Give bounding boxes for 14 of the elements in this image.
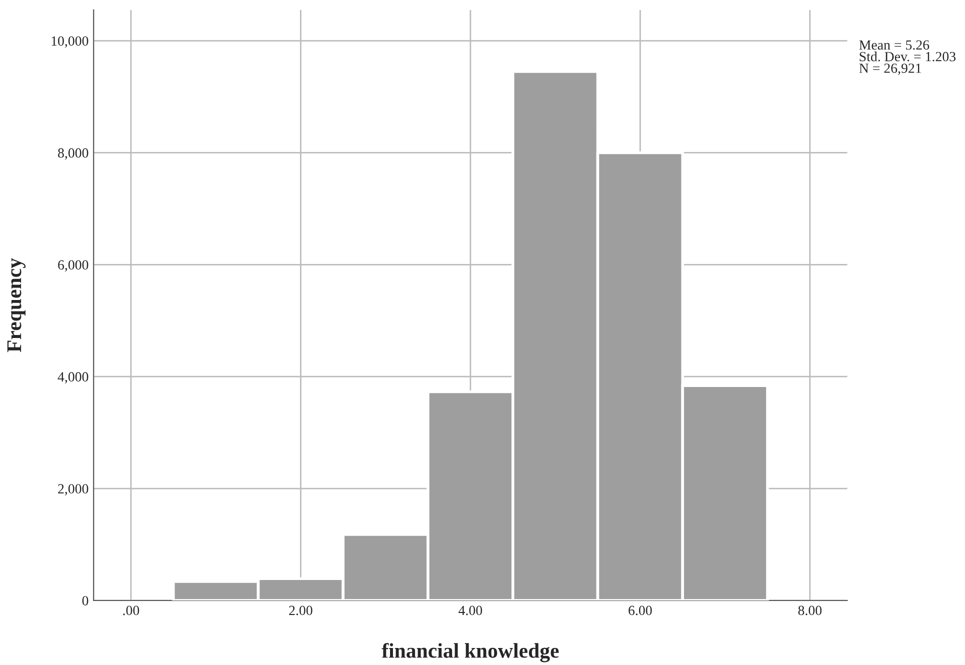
x-tick-label: 8.00: [798, 606, 822, 616]
y-tick-label: 8,000: [58, 148, 88, 160]
x-tick-label: 4.00: [458, 606, 482, 616]
y-axis-title: Frequency: [7, 258, 26, 352]
x-tick-label: 2.00: [289, 606, 312, 616]
x-tick-label: .00: [123, 606, 140, 616]
y-tick-label: 10,000: [52, 36, 88, 48]
text: Mean = 5.26 Std. Dev. = 1.203 N = 26,921: [859, 40, 956, 75]
y-tick-label: 4,000: [58, 372, 88, 384]
x-axis-title: financial knowledge: [382, 642, 559, 662]
x-tick-label: 6.00: [628, 606, 652, 616]
y-tick-label: 2,000: [58, 484, 88, 496]
y-tick-label: 6,000: [58, 260, 88, 272]
y-tick-label: 0: [82, 596, 88, 606]
